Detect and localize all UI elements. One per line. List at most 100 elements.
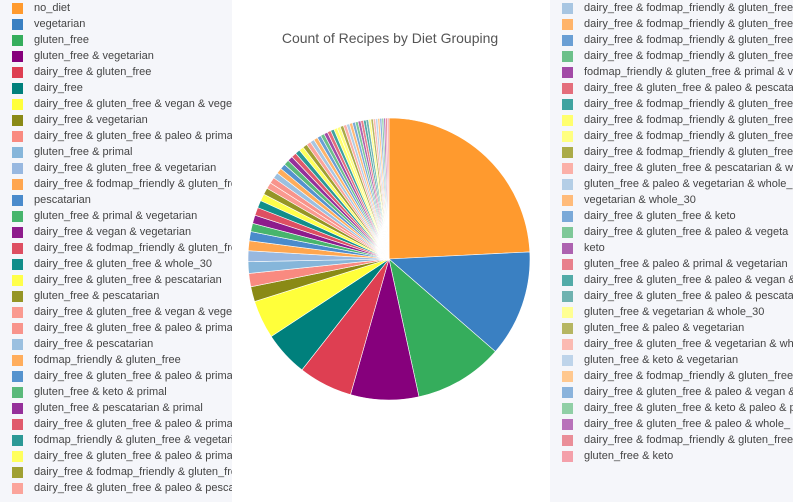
pie-slice[interactable] — [388, 251, 531, 352]
legend-item[interactable]: no_diet — [0, 0, 70, 16]
legend-label: gluten_free & keto & vegetarian — [584, 354, 739, 366]
legend-item[interactable]: dairy_free & fodmap_friendly & gluten_fr… — [550, 96, 793, 112]
legend-item[interactable]: dairy_free & pescatarian — [0, 336, 153, 352]
legend-item[interactable]: dairy_free & fodmap_friendly & gluten_fr… — [550, 368, 793, 384]
legend-label: dairy_free & pescatarian — [34, 338, 154, 350]
legend-item[interactable]: gluten_free — [0, 32, 89, 48]
legend-swatch — [562, 50, 573, 62]
legend-item[interactable]: vegetarian — [0, 16, 85, 32]
legend-item[interactable]: dairy_free & gluten_free & paleo & veget… — [550, 224, 788, 240]
legend-item[interactable]: dairy_free & fodmap_friendly & gluten_fr… — [550, 0, 793, 16]
legend-item[interactable]: dairy_free & gluten_free & paleo & vegan… — [550, 272, 793, 288]
legend-swatch — [12, 162, 23, 174]
legend-label: dairy_free — [34, 82, 83, 94]
legend-item[interactable]: gluten_free & primal — [0, 144, 132, 160]
legend-item[interactable]: dairy_free & gluten_free & vegan & veget… — [0, 304, 232, 320]
legend-item[interactable]: gluten_free & paleo & vegetarian & whole… — [550, 176, 793, 192]
legend-swatch — [562, 402, 573, 414]
legend-swatch — [12, 290, 23, 302]
legend-item[interactable]: dairy_free & fodmap_friendly & gluten_fr… — [0, 464, 232, 480]
legend-item[interactable]: dairy_free & gluten_free & paleo & pesca… — [550, 288, 793, 304]
pie-slice[interactable] — [388, 117, 531, 260]
legend-label: dairy_free & gluten_free — [34, 66, 152, 78]
legend-label: dairy_free & fodmap_friendly & gluten_fr… — [584, 146, 793, 158]
legend-item[interactable]: dairy_free & gluten_free & pescatarian &… — [550, 160, 793, 176]
legend-item[interactable]: fodmap_friendly & gluten_free — [0, 352, 181, 368]
legend-item[interactable]: fodmap_friendly & gluten_free & primal &… — [550, 64, 793, 80]
legend-item[interactable]: dairy_free & gluten_free — [0, 64, 151, 80]
legend-item[interactable]: dairy_free & vegetarian — [0, 112, 148, 128]
legend-item[interactable]: gluten_free & pescatarian — [0, 288, 159, 304]
legend-label: no_diet — [34, 2, 71, 14]
legend-item[interactable]: dairy_free & gluten_free & vegan & veget… — [0, 96, 232, 112]
legend-item[interactable]: dairy_free & gluten_free & whole_30 — [0, 256, 212, 272]
legend-item[interactable]: dairy_free & gluten_free & paleo & pesca… — [550, 80, 793, 96]
legend-item[interactable]: dairy_free & gluten_free & paleo & prima… — [0, 368, 232, 384]
legend-label: dairy_free & fodmap_friendly & gluten_fr… — [584, 2, 793, 14]
legend-item[interactable]: dairy_free & fodmap_friendly & gluten_fr… — [550, 128, 793, 144]
legend-item[interactable]: dairy_free & gluten_free & paleo & pesca… — [0, 480, 232, 496]
legend-item[interactable]: gluten_free & keto & vegetarian — [550, 352, 738, 368]
legend-item[interactable]: dairy_free & fodmap_friendly & gluten_fr… — [550, 144, 793, 160]
legend-item[interactable]: dairy_free & gluten_free & paleo & prima… — [0, 416, 232, 432]
legend-item[interactable]: gluten_free & vegetarian & whole_30 — [550, 304, 764, 320]
legend-label: dairy_free & gluten_free & paleo & pesca… — [584, 290, 793, 302]
legend-item[interactable]: fodmap_friendly & gluten_free & vegetari… — [0, 432, 232, 448]
legend-item[interactable]: gluten_free & paleo & primal & vegetaria… — [550, 256, 788, 272]
legend-item[interactable]: dairy_free & gluten_free & paleo & whole… — [550, 416, 790, 432]
legend-swatch — [562, 450, 573, 462]
legend-item[interactable]: keto — [550, 240, 605, 256]
legend-item[interactable]: dairy_free & fodmap_friendly & gluten_fr… — [550, 48, 793, 64]
legend-item[interactable]: dairy_free & gluten_free & keto — [550, 208, 736, 224]
legend-item[interactable]: dairy_free & fodmap_friendly & gluten_fr… — [550, 112, 793, 128]
legend-swatch — [562, 370, 573, 382]
legend-item[interactable]: dairy_free & fodmap_friendly & gluten_fr… — [550, 32, 793, 48]
legend-item[interactable]: gluten_free & vegetarian — [0, 48, 154, 64]
legend-item[interactable]: dairy_free & gluten_free & paleo & prima… — [0, 320, 232, 336]
legend-item[interactable]: dairy_free & gluten_free & vegetarian — [0, 160, 216, 176]
legend-label: gluten_free & primal & vegetarian — [34, 210, 198, 222]
legend-swatch — [12, 66, 23, 78]
legend-swatch — [562, 210, 573, 222]
legend-label: vegetarian & whole_30 — [584, 194, 696, 206]
legend-swatch — [12, 18, 23, 30]
pie-slice[interactable] — [388, 258, 496, 398]
legend-label: dairy_free & fodmap_friendly & gluten_fr… — [584, 130, 793, 142]
legend-item[interactable]: dairy_free & fodmap_friendly & gluten_fr… — [550, 432, 793, 448]
legend-item[interactable]: gluten_free & keto & primal — [0, 384, 167, 400]
legend-label: gluten_free & pescatarian & primal — [34, 402, 203, 414]
legend-label: fodmap_friendly & gluten_free — [34, 354, 181, 366]
legend-label: dairy_free & gluten_free & paleo & vegan… — [584, 386, 793, 398]
legend-swatch — [12, 194, 23, 206]
legend-item[interactable]: dairy_free & gluten_free & paleo & vegan… — [550, 384, 793, 400]
legend-swatch — [562, 434, 573, 446]
legend-swatch — [562, 34, 573, 46]
legend-label: dairy_free & gluten_free & whole_30 — [34, 258, 212, 270]
legend-label: dairy_free & gluten_free & vegetarian & … — [584, 338, 793, 350]
legend-item[interactable]: vegetarian & whole_30 — [550, 192, 696, 208]
legend-item[interactable]: dairy_free & gluten_free & vegetarian & … — [550, 336, 793, 352]
legend-swatch — [562, 386, 573, 398]
legend-item[interactable]: dairy_free & gluten_free & keto & paleo … — [550, 400, 793, 416]
legend-item[interactable]: gluten_free & pescatarian & primal — [0, 400, 203, 416]
legend-item[interactable]: pescatarian — [0, 192, 91, 208]
legend-swatch — [562, 162, 573, 174]
legend-item[interactable]: gluten_free & primal & vegetarian — [0, 208, 197, 224]
legend-item[interactable]: dairy_free — [0, 80, 83, 96]
legend-item[interactable]: dairy_free & gluten_free & paleo & prima… — [0, 128, 232, 144]
legend-item[interactable]: gluten_free & keto — [550, 448, 673, 464]
legend-swatch — [562, 274, 573, 286]
legend-swatch — [12, 34, 23, 46]
legend-item[interactable]: dairy_free & vegan & vegetarian — [0, 224, 191, 240]
legend-swatch — [562, 290, 573, 302]
legend-item[interactable]: gluten_free & paleo & vegetarian — [550, 320, 744, 336]
legend-item[interactable]: dairy_free & fodmap_friendly & gluten_fr… — [0, 176, 232, 192]
legend-item[interactable]: dairy_free & fodmap_friendly & gluten_fr… — [0, 240, 232, 256]
legend-item[interactable]: dairy_free & gluten_free & paleo & prima… — [0, 448, 232, 464]
legend-label: dairy_free & gluten_free & paleo & prima… — [34, 370, 232, 382]
legend-swatch — [562, 194, 573, 206]
legend-label: dairy_free & gluten_free & paleo & prima… — [34, 418, 232, 430]
pie-slice[interactable] — [387, 117, 390, 260]
legend-item[interactable]: dairy_free & gluten_free & pescatarian — [0, 272, 222, 288]
legend-item[interactable]: dairy_free & fodmap_friendly & gluten_fr… — [550, 16, 793, 32]
